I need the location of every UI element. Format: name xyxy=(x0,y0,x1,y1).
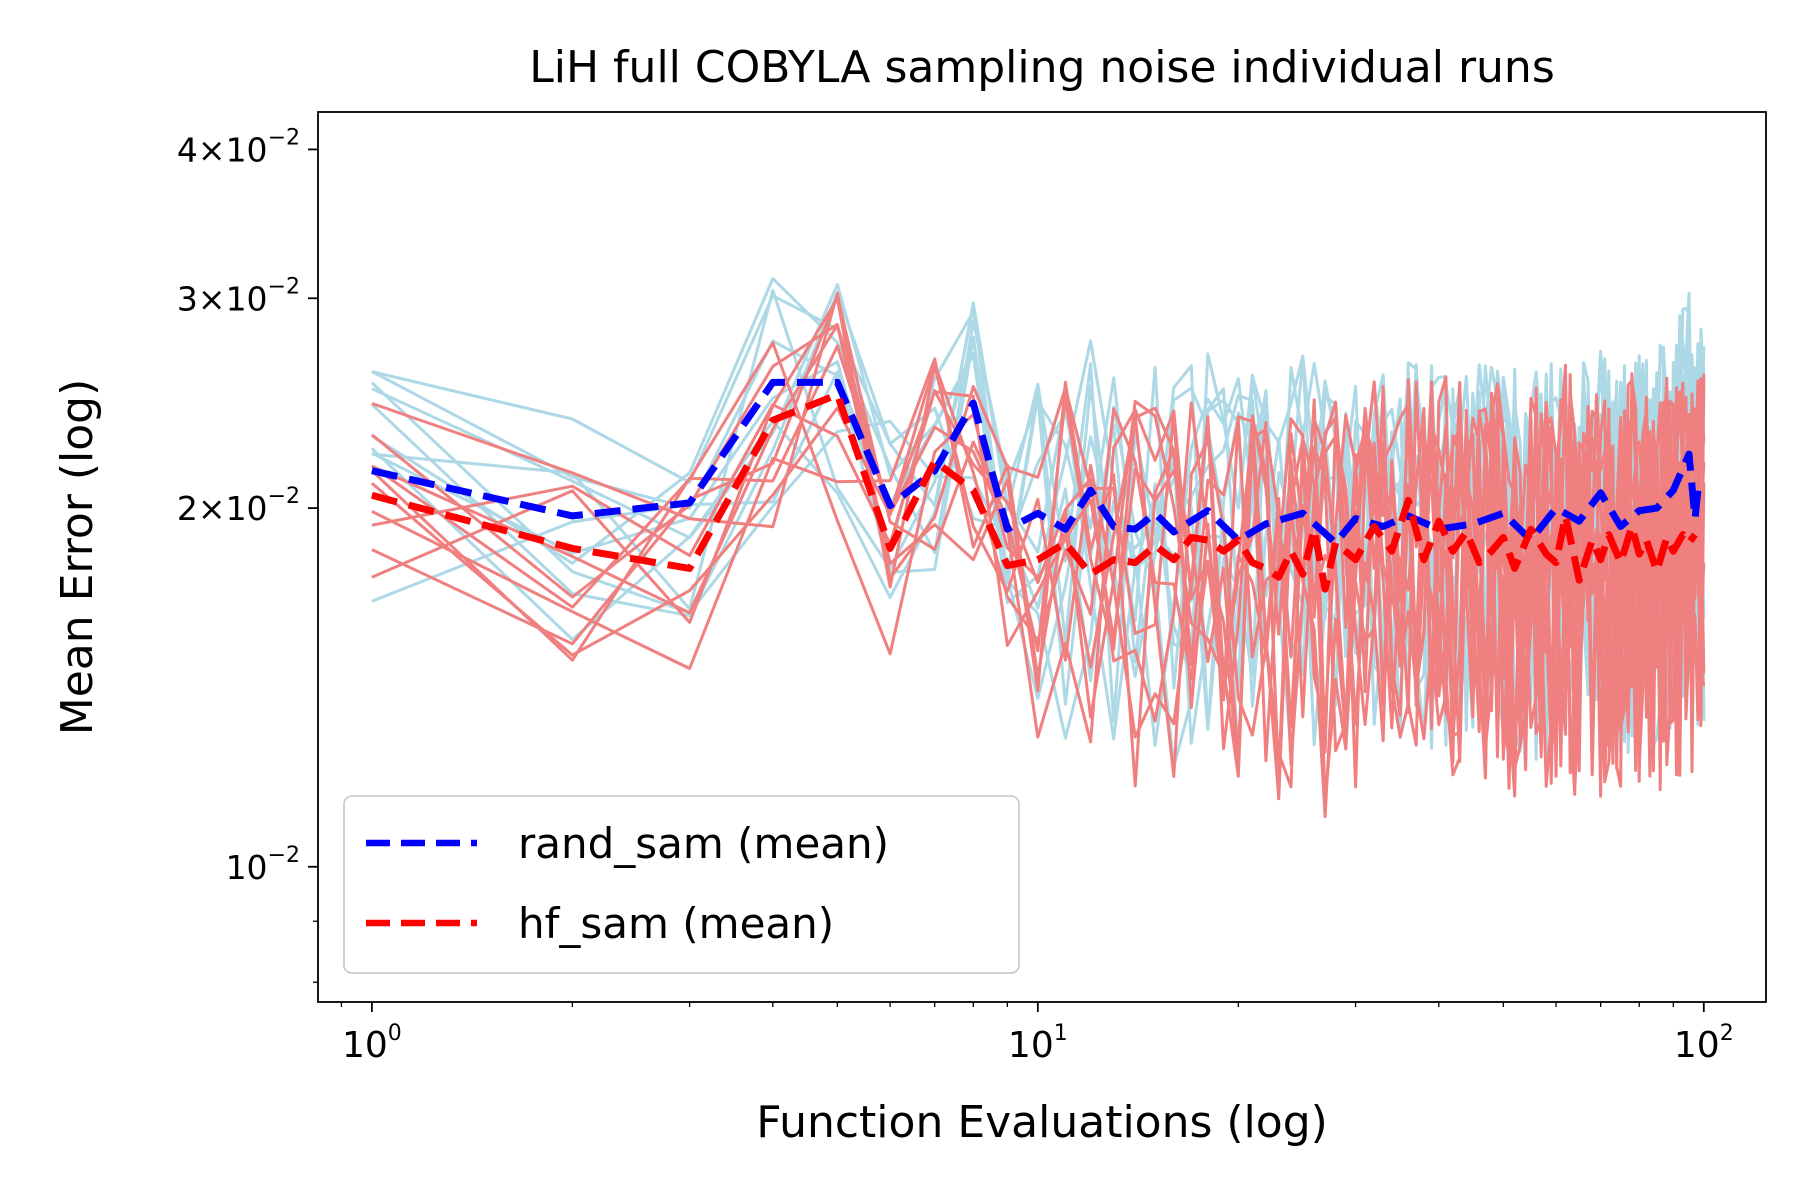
legend-box xyxy=(343,795,1020,974)
y-axis-label: Mean Error (log) xyxy=(52,379,103,736)
y-tick-label: 2×10−2 xyxy=(177,484,300,528)
y-tick-label: 3×10−2 xyxy=(177,274,300,318)
y-axis: 10−2 2×10−2 3×10−2 4×10−2 xyxy=(177,125,318,983)
x-tick-label: 102 xyxy=(1674,1021,1734,1066)
hf-sam-mean-line xyxy=(371,391,1698,593)
legend: rand_sam (mean) hf_sam (mean) xyxy=(343,795,1020,974)
y-tick-label: 10−2 xyxy=(226,843,300,887)
hf-sam-run-line xyxy=(371,294,1706,789)
x-axis: 100 101 102 xyxy=(340,1002,1734,1066)
y-tick-label: 4×10−2 xyxy=(177,125,300,169)
hf-sam-run-line xyxy=(371,357,1706,804)
legend-rand-sam-label: rand_sam (mean) xyxy=(518,819,889,868)
x-axis-label: Function Evaluations (log) xyxy=(756,1097,1328,1148)
rand-sam-mean-line xyxy=(371,378,1702,547)
x-tick-label: 100 xyxy=(342,1021,402,1066)
mean-lines xyxy=(371,378,1702,593)
chart-title: LiH full COBYLA sampling noise individua… xyxy=(529,42,1555,93)
plot-frame xyxy=(317,111,1767,1003)
x-tick-label: 101 xyxy=(1008,1021,1068,1066)
legend-hf-sam-label: hf_sam (mean) xyxy=(518,899,834,948)
